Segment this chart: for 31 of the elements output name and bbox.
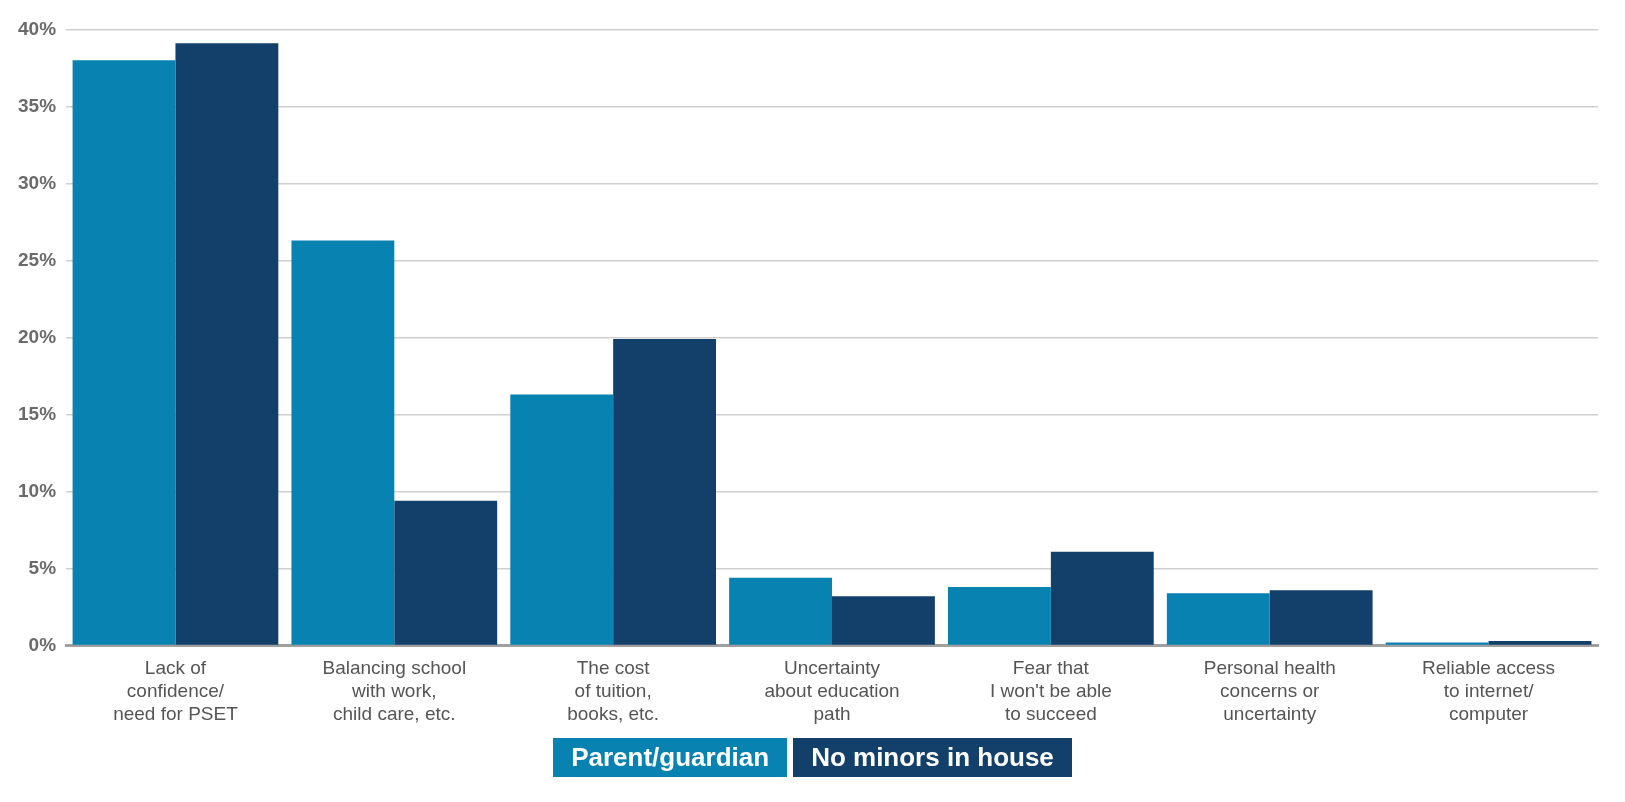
bar — [72, 60, 176, 645]
x-tick-label: Fear that I won't be able to succeed — [989, 657, 1112, 724]
y-tick-label: 40% — [18, 17, 57, 39]
y-tick-label: 0% — [28, 633, 57, 655]
bar — [510, 394, 614, 645]
text: Parent/guardian — [553, 738, 788, 777]
x-tick-label: Balancing school with work, child care, etc. — [322, 657, 467, 724]
bar — [948, 587, 1051, 645]
y-tick-label: 10% — [18, 479, 57, 501]
x-tick-label: Personal health concerns or uncertainty — [1203, 657, 1336, 724]
y-tick-label: 20% — [18, 325, 57, 347]
bar — [1269, 590, 1373, 645]
y-tick-label: 35% — [18, 94, 57, 116]
y-tick-label: 5% — [28, 556, 57, 578]
x-tick-label: The cost of tuition, books, etc. — [567, 657, 660, 724]
bar — [729, 577, 833, 645]
bar — [291, 240, 395, 645]
x-tick-label: Lack of confidence/ need for PSET — [113, 657, 239, 724]
bar — [613, 339, 717, 645]
bar — [1488, 640, 1592, 645]
bar — [1166, 593, 1270, 645]
x-tick-label: Uncertainty about education path — [764, 657, 900, 724]
y-tick-label: 25% — [18, 248, 57, 270]
bar — [175, 43, 279, 645]
bar — [832, 596, 935, 645]
bar — [1050, 551, 1154, 645]
x-tick-label: Reliable access to internet/ computer — [1422, 657, 1556, 724]
y-tick-label: 15% — [18, 402, 57, 424]
y-tick-label: 30% — [18, 171, 57, 193]
text: No minors in house — [793, 738, 1072, 777]
bar — [394, 500, 498, 645]
